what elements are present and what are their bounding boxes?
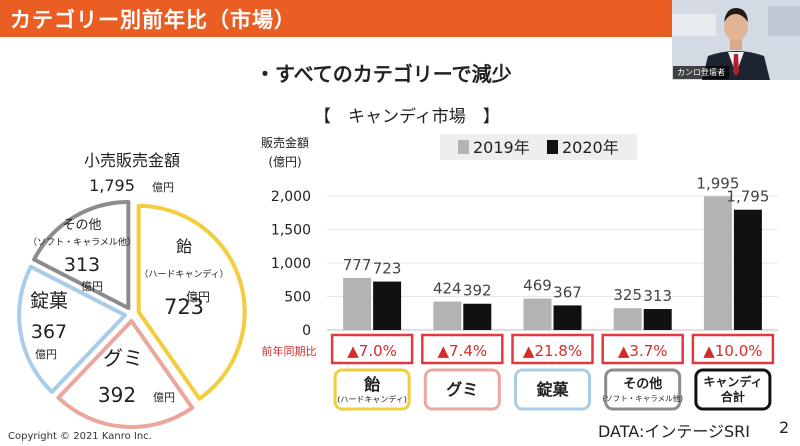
- yoy-box-3: [601, 333, 684, 365]
- y-tick-label: 1,000: [271, 256, 311, 272]
- bar-2020-1: [463, 303, 492, 330]
- bar-2019-3: [613, 308, 642, 330]
- bar-2019-4: [703, 196, 732, 330]
- yoy-value: ▲7.0%: [347, 342, 397, 360]
- bar-value-label: 1,795: [726, 188, 769, 206]
- pie-unit-other: 億円: [81, 280, 103, 293]
- pie-sublabel-candy: （ハードキャンディ）: [139, 268, 228, 280]
- y-tick-label: 1,500: [271, 223, 311, 239]
- bar-2019-2: [523, 298, 552, 330]
- bar-2019-0: [343, 277, 372, 330]
- pie-slice-tablet: [17, 264, 128, 394]
- pie-chart: [17, 200, 247, 429]
- pie-slice-gummy: [56, 318, 195, 429]
- bar-value-label: 392: [463, 282, 492, 300]
- y-axis-title: 販売金額: [261, 135, 309, 150]
- pie-slice-candy: [136, 203, 247, 401]
- bar-value-label: 777: [343, 256, 372, 274]
- bar-2019-1: [433, 301, 462, 330]
- yoy-row-label: 前年同期比: [262, 344, 317, 358]
- bar-value-label: 469: [523, 277, 552, 295]
- pie-title: 小売販売金額: [84, 151, 180, 170]
- bar-value-label: 424: [433, 280, 462, 298]
- category-box-candy: [333, 368, 411, 411]
- legend-label-2019: 2019年: [473, 138, 530, 157]
- bar-2020-2: [553, 305, 582, 330]
- pie-label-other: その他: [62, 218, 101, 233]
- y-tick-label: 500: [284, 290, 311, 306]
- pie-unit-candy: 億円: [186, 290, 210, 304]
- category-box-tablet: [514, 368, 591, 411]
- y-axis-unit: (億円): [268, 155, 301, 169]
- pie-unit-tablet: 億円: [35, 348, 57, 361]
- category-label: 飴: [363, 375, 380, 394]
- category-sublabel: 合計: [721, 389, 745, 404]
- legend-swatch-2020: [547, 140, 558, 154]
- category-box-other: [604, 368, 682, 411]
- slide-subtitle: ・すべてのカテゴリーで減少: [255, 62, 512, 86]
- pie-total-unit: 億円: [152, 181, 174, 194]
- category-label: キャンディ: [703, 374, 762, 389]
- bar-value-label: 1,995: [696, 174, 739, 192]
- legend-box: [440, 134, 637, 160]
- bar-value-label: 367: [553, 283, 582, 301]
- bar-value-label: 723: [373, 260, 402, 278]
- pie-total-value: 1,795: [89, 176, 135, 195]
- bar-value-label: 313: [643, 287, 672, 305]
- copyright: Copyright © 2021 Kanro Inc.: [8, 431, 152, 442]
- legend-swatch-2019: [458, 140, 469, 154]
- category-box-gummy: [423, 368, 501, 411]
- bar-value-label: 325: [613, 286, 642, 304]
- category-label: その他: [623, 376, 662, 392]
- category-sublabel: (ソフト・キャラメル他): [602, 393, 683, 403]
- title-bar: カテゴリー別前年比（市場）: [0, 0, 672, 37]
- yoy-value: ▲10.0%: [703, 342, 762, 360]
- pie-sublabel-other: （ソフト・キャラメル他）: [28, 236, 136, 248]
- pie-label-candy: 飴: [176, 237, 192, 256]
- category-label: 錠菓: [536, 380, 569, 399]
- pie-unit-gummy: 億円: [153, 391, 175, 404]
- bar-2020-0: [373, 281, 402, 330]
- pie-slice-other: [32, 200, 131, 311]
- pie-value-gummy: 392: [98, 383, 136, 407]
- page-number: 2: [779, 418, 790, 437]
- data-source: DATA:インテージSRI: [598, 422, 751, 441]
- yoy-box-4: [691, 333, 775, 365]
- y-tick-label: 0: [302, 323, 311, 339]
- yoy-value: ▲7.4%: [437, 342, 487, 360]
- page-title: カテゴリー別前年比（市場）: [10, 8, 296, 32]
- pie-label-tablet: 錠菓: [30, 290, 68, 312]
- bar-chart-title: 【 キャンディ市場 】: [314, 107, 500, 127]
- yoy-value: ▲21.8%: [523, 342, 582, 360]
- legend-label-2020: 2020年: [562, 138, 619, 157]
- chart-legend: [440, 134, 637, 160]
- pie-value-candy: 723: [164, 295, 204, 319]
- yoy-box-1: [421, 333, 504, 365]
- pie-value-tablet: 367: [31, 321, 67, 343]
- yoy-value: ▲3.7%: [618, 342, 668, 360]
- y-tick-label: 2,000: [271, 189, 311, 205]
- yoy-box-2: [511, 333, 594, 365]
- category-box-total: [694, 368, 772, 411]
- category-label: グミ: [446, 380, 478, 399]
- pie-label-gummy: グミ: [103, 346, 143, 370]
- category-sublabel: (ハードキャンディ): [337, 394, 407, 404]
- speaker-label: カンロ登壇者: [673, 66, 729, 79]
- bar-2020-3: [643, 309, 672, 330]
- pie-value-other: 313: [64, 254, 100, 276]
- bar-2020-4: [733, 209, 762, 330]
- yoy-box-0: [330, 333, 414, 365]
